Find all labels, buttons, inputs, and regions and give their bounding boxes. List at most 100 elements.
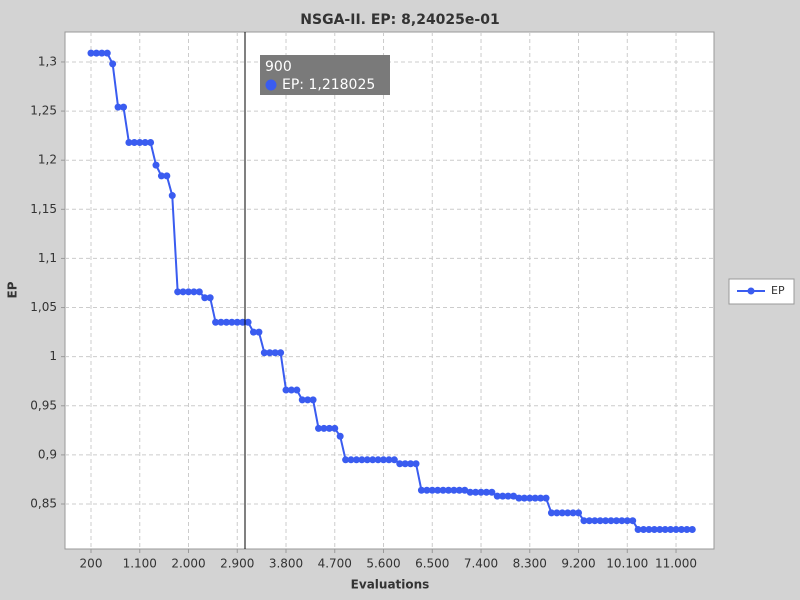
- x-tick-label: 10.100: [606, 557, 648, 571]
- data-point: [179, 288, 187, 296]
- data-point: [591, 517, 599, 525]
- data-point: [585, 517, 593, 525]
- x-tick-label: 200: [80, 557, 103, 571]
- data-point: [461, 486, 469, 494]
- data-point: [369, 456, 377, 464]
- data-point: [596, 517, 604, 525]
- data-point: [287, 386, 295, 394]
- tooltip-title: 900: [265, 59, 292, 75]
- y-tick-label: 0,95: [30, 398, 57, 412]
- data-point: [385, 456, 393, 464]
- data-point: [401, 460, 409, 468]
- data-point: [309, 396, 317, 404]
- data-point: [130, 139, 138, 147]
- data-point: [103, 49, 111, 57]
- data-point: [185, 288, 193, 296]
- data-point: [282, 386, 290, 394]
- data-point: [342, 456, 350, 464]
- data-point: [656, 526, 664, 534]
- data-point: [152, 161, 160, 169]
- data-point: [688, 526, 696, 534]
- data-point: [439, 486, 447, 494]
- data-point: [493, 492, 501, 500]
- data-point: [683, 526, 691, 534]
- data-point: [602, 517, 610, 525]
- data-point: [499, 492, 507, 500]
- data-point: [515, 494, 523, 502]
- data-point: [423, 486, 431, 494]
- data-point: [147, 139, 155, 147]
- data-point: [114, 103, 122, 111]
- data-point: [92, 49, 100, 57]
- data-point: [271, 349, 279, 357]
- y-tick-label: 1,1: [38, 251, 57, 265]
- data-point: [244, 318, 252, 326]
- data-point: [542, 494, 550, 502]
- y-tick-label: 1,25: [30, 104, 57, 118]
- data-point: [629, 517, 637, 525]
- data-point: [87, 49, 95, 57]
- data-point: [634, 526, 642, 534]
- data-point: [553, 509, 561, 517]
- y-tick-label: 1,05: [30, 300, 57, 314]
- marks: [87, 49, 696, 534]
- data-point: [157, 172, 165, 180]
- data-point: [661, 526, 669, 534]
- data-point: [434, 486, 442, 494]
- y-axis-label: EP: [6, 281, 20, 298]
- chart-title: NSGA-II. EP: 8,24025e-01: [300, 12, 499, 28]
- data-point: [580, 517, 588, 525]
- plot-area: [64, 31, 715, 550]
- data-point: [482, 488, 490, 496]
- data-point: [407, 460, 415, 468]
- data-point: [255, 328, 263, 336]
- x-tick-label: 1.100: [123, 557, 157, 571]
- x-tick-label: 5.600: [366, 557, 400, 571]
- data-point: [141, 139, 149, 147]
- data-point: [336, 432, 344, 440]
- data-point: [526, 494, 534, 502]
- y-tick-label: 1,3: [38, 54, 57, 68]
- tooltip: [260, 55, 390, 95]
- data-point: [190, 288, 198, 296]
- data-point: [667, 526, 675, 534]
- y-tick-label: 1: [49, 349, 57, 363]
- data-point: [363, 456, 371, 464]
- data-point: [455, 486, 463, 494]
- data-point: [293, 386, 301, 394]
- data-point: [618, 517, 626, 525]
- data-point: [98, 49, 106, 57]
- data-point: [260, 349, 268, 357]
- data-point: [575, 509, 583, 517]
- data-point: [358, 456, 366, 464]
- x-tick-label: 2.900: [220, 557, 254, 571]
- data-point: [320, 424, 328, 432]
- data-point: [417, 486, 425, 494]
- data-point: [266, 349, 274, 357]
- data-point: [315, 424, 323, 432]
- data-point: [331, 424, 339, 432]
- y-tick-label: 0,85: [30, 497, 57, 511]
- data-point: [212, 318, 220, 326]
- data-point: [109, 60, 117, 68]
- data-point: [477, 488, 485, 496]
- data-point: [168, 192, 176, 200]
- legend-label: EP: [771, 284, 785, 297]
- data-point: [374, 456, 382, 464]
- grid: 0,85 0,9 0,95 1 1,05 1,1 1,15 1,2 1,25 1,3 200 1.10…: [30, 32, 714, 571]
- data-point: [136, 139, 144, 147]
- tooltip-dot: [265, 79, 277, 91]
- data-point: [222, 318, 230, 326]
- y-tick-label: 0,9: [38, 447, 57, 461]
- x-tick-label: 3.800: [269, 557, 303, 571]
- data-point: [445, 486, 453, 494]
- data-point: [396, 460, 404, 468]
- data-point: [380, 456, 388, 464]
- y-tick-label: 1,2: [38, 153, 57, 167]
- data-point: [239, 318, 247, 326]
- data-point: [298, 396, 306, 404]
- data-point: [623, 517, 631, 525]
- data-point: [428, 486, 436, 494]
